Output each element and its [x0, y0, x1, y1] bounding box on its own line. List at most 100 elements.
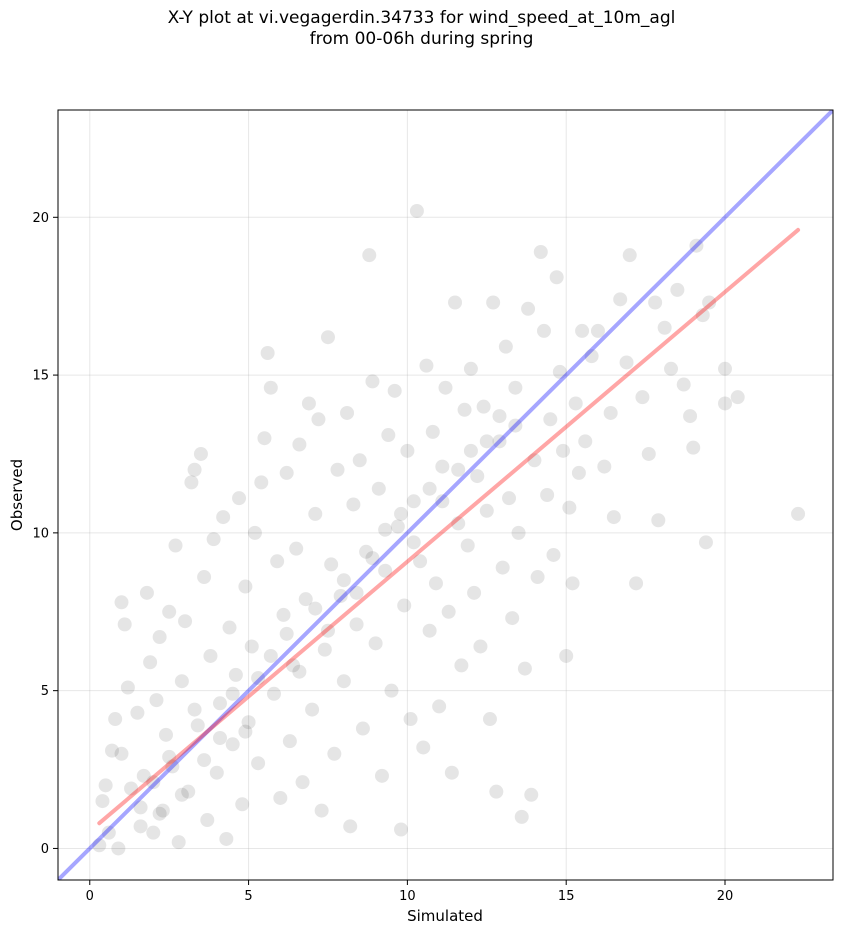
data-point — [511, 525, 526, 540]
y-tick-label: 5 — [41, 684, 49, 699]
data-point — [136, 768, 151, 783]
data-point — [295, 775, 310, 790]
plot-area — [58, 110, 833, 880]
data-point — [463, 443, 478, 458]
data-point — [432, 699, 447, 714]
data-point — [286, 658, 301, 673]
data-point — [276, 607, 291, 622]
data-point — [657, 320, 672, 335]
data-point — [368, 636, 383, 651]
data-point — [181, 784, 196, 799]
data-point — [651, 513, 666, 528]
data-point — [247, 525, 262, 540]
data-point — [251, 671, 266, 686]
data-point — [320, 330, 335, 345]
data-point — [448, 295, 463, 310]
data-point — [384, 683, 399, 698]
data-point — [317, 642, 332, 657]
data-point — [155, 803, 170, 818]
data-point — [219, 831, 234, 846]
data-point — [517, 661, 532, 676]
data-point — [791, 506, 806, 521]
data-point — [263, 380, 278, 395]
data-point — [425, 424, 440, 439]
data-point — [619, 355, 634, 370]
fit-lines — [58, 110, 833, 880]
data-point — [365, 551, 380, 566]
data-point — [641, 446, 656, 461]
data-point — [200, 813, 215, 828]
data-point — [381, 428, 396, 443]
data-point — [378, 522, 393, 537]
identity-line — [58, 110, 833, 880]
data-point — [212, 696, 227, 711]
chart-title-line-1: X-Y plot at vi.vegagerdin.34733 for wind… — [167, 8, 676, 28]
data-point — [355, 721, 370, 736]
data-point — [279, 465, 294, 480]
data-point — [676, 377, 691, 392]
data-point — [702, 295, 717, 310]
data-point — [451, 516, 466, 531]
data-point — [228, 667, 243, 682]
data-point — [476, 399, 491, 414]
y-axis-label: Observed — [8, 459, 26, 531]
data-point — [365, 374, 380, 389]
data-point — [571, 465, 586, 480]
data-point — [428, 576, 443, 591]
data-point — [235, 797, 250, 812]
data-point — [292, 664, 307, 679]
data-point — [212, 730, 227, 745]
data-point — [162, 604, 177, 619]
x-tick-label: 20 — [717, 889, 734, 904]
data-point — [174, 674, 189, 689]
data-point — [460, 538, 475, 553]
data-point — [149, 693, 164, 708]
y-tick-label: 10 — [32, 526, 49, 541]
data-point — [168, 538, 183, 553]
data-point — [479, 503, 494, 518]
data-point — [120, 680, 135, 695]
data-point — [394, 822, 409, 837]
data-point — [387, 383, 402, 398]
data-point — [575, 323, 590, 338]
data-point — [178, 614, 193, 629]
data-point — [139, 585, 154, 600]
data-point — [413, 554, 428, 569]
data-point — [340, 405, 355, 420]
data-point — [133, 800, 148, 815]
data-points — [92, 203, 806, 856]
data-point — [92, 838, 107, 853]
data-point — [606, 510, 621, 525]
data-point — [540, 488, 555, 502]
data-point — [114, 595, 129, 610]
data-point — [422, 481, 437, 496]
data-point — [635, 390, 650, 405]
data-point — [683, 409, 698, 424]
data-point — [718, 361, 733, 376]
data-point — [95, 794, 110, 809]
data-point — [349, 585, 364, 600]
data-point — [152, 630, 167, 645]
data-point — [349, 617, 364, 632]
data-point — [390, 519, 405, 534]
data-point — [282, 734, 297, 749]
data-point — [536, 323, 551, 338]
data-point — [454, 658, 469, 673]
data-point — [689, 238, 704, 253]
data-point — [406, 494, 421, 509]
data-point — [193, 446, 208, 461]
x-tick-label: 10 — [399, 889, 416, 904]
x-axis: 0 5 10 15 20 — [86, 880, 734, 904]
data-point — [403, 712, 418, 727]
data-point — [508, 418, 523, 433]
data-point — [333, 588, 348, 603]
data-point — [378, 563, 393, 578]
data-point — [146, 775, 161, 790]
data-point — [225, 737, 240, 752]
data-point — [266, 686, 281, 701]
data-point — [400, 443, 415, 458]
data-point — [514, 809, 529, 824]
x-tick-label: 5 — [244, 889, 252, 904]
data-point — [114, 746, 129, 761]
data-point — [451, 462, 466, 477]
